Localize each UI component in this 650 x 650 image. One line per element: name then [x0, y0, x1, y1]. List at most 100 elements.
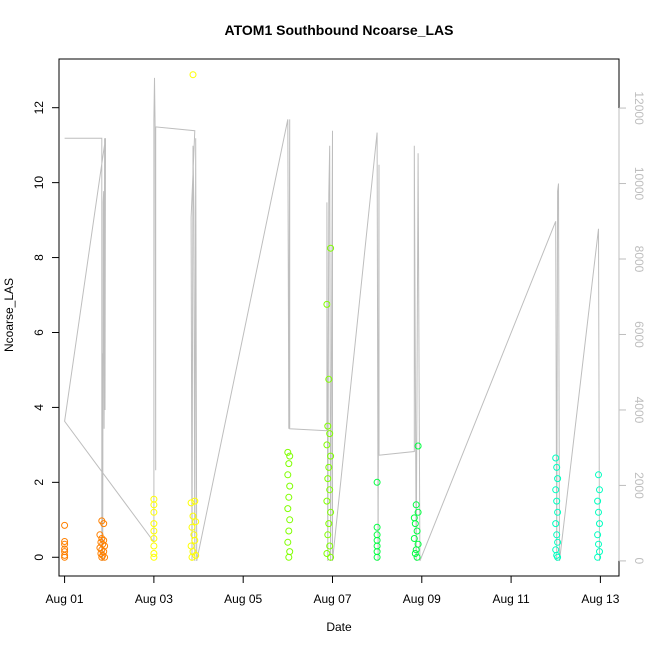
data-point [552, 520, 560, 528]
data-point [595, 508, 602, 516]
data-point [373, 523, 381, 531]
scatter-points-layer [61, 71, 603, 561]
data-point [595, 540, 602, 548]
data-point [285, 527, 293, 535]
data-point [552, 486, 560, 494]
data-point [325, 375, 333, 383]
data-point [412, 546, 420, 554]
data-point [191, 497, 199, 505]
data-point [414, 508, 422, 516]
x-tick-label: Aug 03 [135, 592, 173, 606]
data-point [553, 497, 561, 505]
data-point [192, 518, 200, 526]
data-point [61, 538, 69, 545]
data-point [554, 553, 562, 561]
y-tick-label: 4 [32, 404, 46, 411]
data-point [191, 536, 199, 544]
data-point [327, 452, 335, 460]
data-point [553, 531, 561, 539]
x-tick-label: Aug 07 [313, 592, 351, 606]
y-axis-right: 0 2000 4000 6000 8000 10000 12000 [618, 91, 646, 565]
data-point [286, 482, 294, 490]
data-point [595, 471, 602, 479]
y-tick-label: 6 [32, 329, 46, 336]
data-point [410, 535, 418, 542]
data-point [323, 497, 331, 505]
data-point [414, 442, 422, 450]
data-point [373, 531, 381, 539]
data-point [323, 550, 331, 557]
right-axis-line-series [64, 77, 600, 562]
y-right-tick-label: 8000 [632, 246, 646, 273]
data-point [325, 520, 333, 528]
data-point [554, 538, 562, 546]
data-point [413, 553, 421, 561]
y-right-tick-label: 12000 [632, 91, 646, 125]
data-point [323, 300, 331, 308]
x-tick-label: Aug 09 [403, 592, 441, 606]
data-point [189, 71, 197, 79]
y-tick-label: 12 [32, 101, 46, 115]
data-point [100, 520, 108, 528]
data-point [285, 493, 293, 501]
x-tick-label: Aug 01 [46, 592, 84, 606]
y-right-tick-label: 10000 [632, 167, 646, 201]
data-point [594, 553, 602, 561]
data-point [192, 551, 200, 559]
data-point [61, 551, 69, 559]
data-point [373, 553, 381, 561]
data-point [325, 463, 333, 471]
x-tick-label: Aug 11 [493, 592, 530, 606]
y-axis-label: Ncoarse_LAS [2, 278, 16, 352]
data-point [61, 553, 69, 561]
data-point [594, 531, 602, 539]
data-point [323, 441, 331, 449]
data-point [594, 497, 602, 505]
data-point [552, 546, 560, 554]
data-point [326, 542, 334, 550]
data-point [284, 471, 292, 479]
data-point [150, 542, 158, 550]
data-point [286, 548, 294, 556]
data-point [150, 501, 158, 509]
data-point [284, 448, 292, 456]
data-point [286, 516, 294, 524]
data-point [285, 553, 293, 561]
data-point [553, 463, 561, 471]
y-right-tick-label: 6000 [632, 321, 646, 348]
data-point [284, 538, 292, 546]
x-tick-label: Aug 05 [224, 592, 262, 606]
data-point [596, 520, 603, 528]
data-point [326, 430, 334, 438]
y-tick-label: 8 [32, 254, 46, 261]
y-right-tick-label: 0 [632, 558, 646, 565]
data-point [101, 553, 109, 561]
x-axis-label: Date [326, 620, 352, 634]
data-point [150, 550, 158, 557]
data-point [554, 475, 562, 483]
data-point [324, 422, 332, 430]
data-point [61, 521, 69, 529]
data-point [326, 486, 334, 494]
y-tick-label: 0 [32, 554, 46, 561]
data-point [554, 508, 562, 516]
data-point [61, 540, 69, 548]
data-point [188, 523, 196, 531]
data-point [373, 478, 381, 486]
y-tick-label: 10 [32, 176, 46, 190]
data-point [150, 527, 158, 535]
data-point [150, 520, 158, 528]
data-point [150, 535, 158, 542]
data-point [327, 244, 335, 252]
data-point [150, 553, 158, 561]
data-point [411, 520, 419, 528]
data-point [189, 512, 197, 520]
data-point [324, 531, 332, 539]
x-axis: Aug 01 Aug 03 Aug 05 Aug 07 Aug 09 Aug 11 Aug … [46, 575, 620, 606]
data-point [327, 508, 335, 516]
data-point [286, 452, 294, 460]
data-point [552, 454, 560, 462]
data-point [412, 501, 420, 509]
y-axis-left: 0 2 4 6 8 10 12 [32, 101, 60, 561]
